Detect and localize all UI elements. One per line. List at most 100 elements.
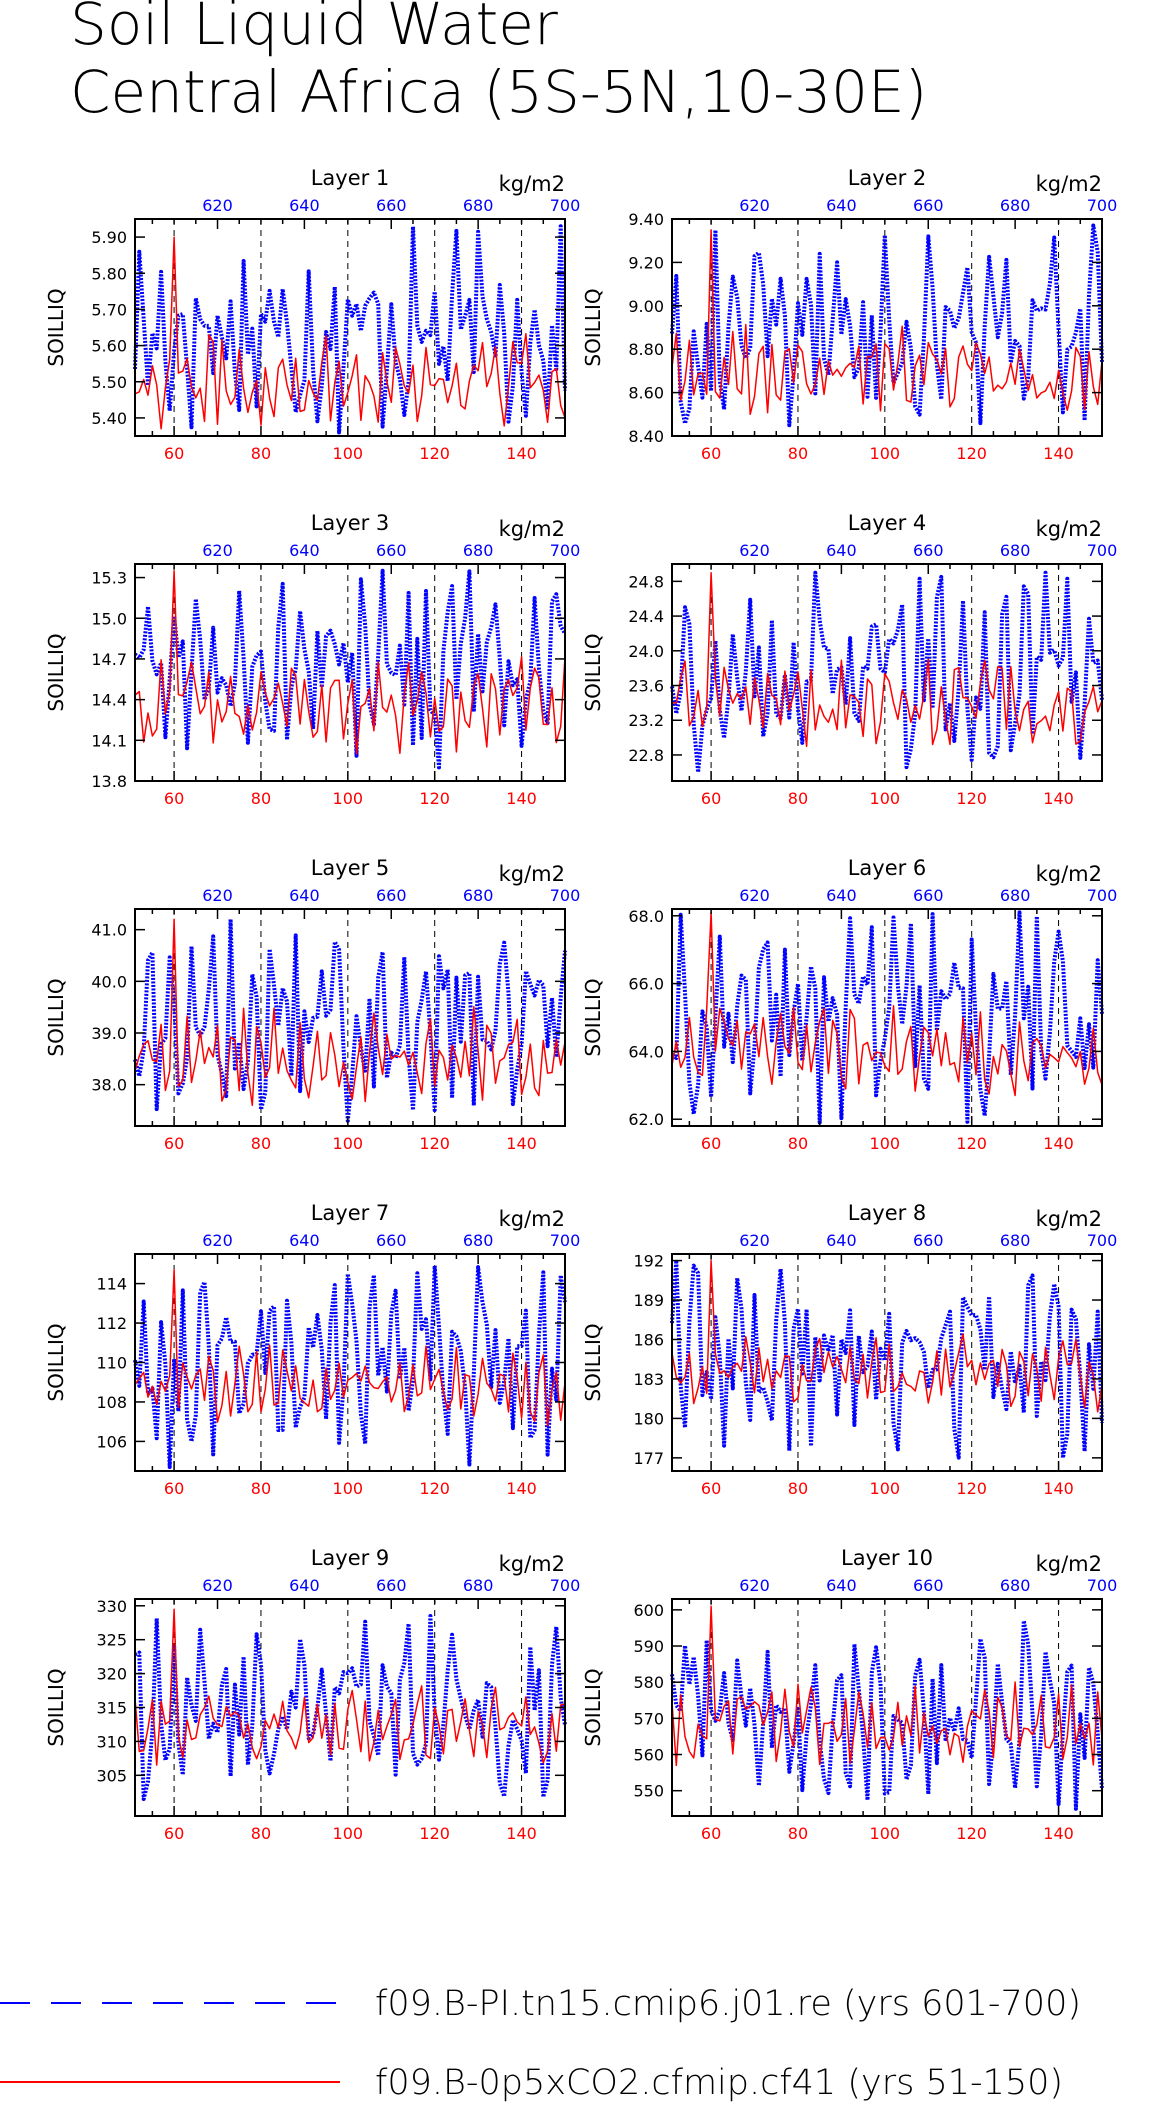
x-tick-label-bottom: 60 — [164, 789, 184, 808]
y-tick-label: 40.0 — [91, 972, 127, 991]
units-label: kg/m2 — [499, 862, 565, 886]
plot-frame — [671, 1598, 1103, 1817]
y-tick-label: 189 — [633, 1291, 664, 1310]
y-tick-label: 106 — [96, 1432, 127, 1451]
x-tick-label-bottom: 140 — [506, 1134, 537, 1153]
x-tick-label-bottom: 140 — [506, 789, 537, 808]
x-tick-label-bottom: 60 — [701, 1479, 721, 1498]
y-axis-label: SOILLIQ — [44, 978, 68, 1056]
y-axis-label: SOILLIQ — [44, 288, 68, 366]
plot-frame — [134, 218, 566, 437]
y-tick-label: 62.0 — [628, 1110, 664, 1129]
x-tick-label-top: 680 — [463, 886, 494, 905]
x-tick-label-bottom: 60 — [164, 444, 184, 463]
x-tick-label-bottom: 60 — [164, 1134, 184, 1153]
y-tick-label: 39.0 — [91, 1024, 127, 1043]
x-tick-label-bottom: 100 — [870, 789, 901, 808]
units-label: kg/m2 — [1036, 862, 1102, 886]
x-tick-label-bottom: 140 — [1043, 444, 1074, 463]
series-line-red — [134, 1269, 566, 1427]
y-tick-label: 177 — [633, 1449, 664, 1468]
y-tick-label: 183 — [633, 1370, 664, 1389]
x-tick-label-top: 620 — [202, 196, 233, 215]
x-tick-label-top: 700 — [1087, 1231, 1118, 1250]
x-tick-label-top: 700 — [1087, 886, 1118, 905]
y-tick-label: 24.4 — [628, 607, 664, 626]
y-tick-label: 325 — [96, 1631, 127, 1650]
y-axis-label: SOILLIQ — [581, 1323, 605, 1401]
series-line-red — [671, 229, 1103, 416]
y-axis-label: SOILLIQ — [44, 1323, 68, 1401]
series-line-blue — [670, 910, 1104, 1125]
x-tick-label-bottom: 80 — [788, 444, 808, 463]
y-tick-label: 14.4 — [91, 691, 127, 710]
y-axis-label: SOILLIQ — [44, 633, 68, 711]
x-tick-label-bottom: 120 — [419, 1824, 450, 1843]
y-tick-label: 66.0 — [628, 975, 664, 994]
series-line-blue — [670, 223, 1104, 428]
x-tick-label-bottom: 120 — [419, 444, 450, 463]
panel-title: Layer 2 — [848, 166, 927, 190]
x-tick-label-bottom: 120 — [956, 789, 987, 808]
x-tick-label-top: 620 — [739, 886, 770, 905]
series-line-blue — [133, 917, 567, 1123]
y-tick-label: 8.40 — [628, 427, 664, 446]
x-tick-label-bottom: 120 — [956, 1824, 987, 1843]
x-tick-label-top: 680 — [1000, 1576, 1031, 1595]
x-tick-label-top: 660 — [913, 886, 944, 905]
y-tick-label: 14.1 — [91, 731, 127, 750]
x-tick-label-bottom: 80 — [788, 1134, 808, 1153]
x-tick-label-top: 660 — [376, 1231, 407, 1250]
x-tick-label-top: 620 — [202, 541, 233, 560]
y-tick-label: 5.60 — [91, 337, 127, 356]
x-tick-label-bottom: 140 — [506, 1824, 537, 1843]
x-tick-label-bottom: 140 — [1043, 1479, 1074, 1498]
series-line-blue — [670, 1258, 1104, 1460]
y-tick-label: 580 — [633, 1673, 664, 1692]
y-axis-label: SOILLIQ — [581, 288, 605, 366]
series-line-red — [134, 918, 566, 1107]
x-tick-label-bottom: 80 — [788, 1479, 808, 1498]
x-tick-label-bottom: 100 — [870, 444, 901, 463]
y-tick-label: 15.3 — [91, 569, 127, 588]
x-tick-label-top: 640 — [826, 196, 857, 215]
plot-frame — [134, 1598, 566, 1817]
panel-2: Layer 2 kg/m2 SOILLIQ 8.40 8.60 8.80 9.00 9.20 9… — [581, 166, 1117, 463]
x-tick-label-top: 620 — [202, 1576, 233, 1595]
y-tick-label: 5.90 — [91, 228, 127, 247]
x-tick-label-bottom: 100 — [333, 1134, 364, 1153]
y-tick-label: 23.2 — [628, 711, 664, 730]
x-tick-label-bottom: 80 — [788, 789, 808, 808]
panel-10: Layer 10 kg/m2 SOILLIQ 550 560 570 580 590 600 60… — [581, 1546, 1117, 1843]
plot-frame — [134, 563, 566, 782]
x-tick-label-top: 640 — [289, 196, 320, 215]
x-tick-label-top: 640 — [826, 886, 857, 905]
y-tick-label: 114 — [96, 1275, 127, 1294]
x-tick-label-top: 700 — [1087, 1576, 1118, 1595]
y-tick-label: 108 — [96, 1393, 127, 1412]
y-tick-label: 64.0 — [628, 1042, 664, 1061]
x-tick-label-top: 680 — [463, 1231, 494, 1250]
plot-frame — [671, 908, 1103, 1127]
x-tick-label-top: 620 — [202, 1231, 233, 1250]
units-label: kg/m2 — [1036, 1207, 1102, 1231]
y-tick-label: 8.60 — [628, 384, 664, 403]
y-tick-label: 38.0 — [91, 1076, 127, 1095]
x-tick-label-top: 680 — [1000, 886, 1031, 905]
y-tick-label: 5.40 — [91, 409, 127, 428]
x-tick-label-bottom: 80 — [251, 444, 271, 463]
plot-frame — [671, 563, 1103, 782]
panel-5: Layer 5 kg/m2 SOILLIQ 38.0 39.0 40.0 41.0 60 80 1… — [44, 856, 580, 1153]
y-tick-label: 310 — [96, 1732, 127, 1751]
panel-7: Layer 7 kg/m2 SOILLIQ 106 108 110 112 114 60 80 10… — [44, 1201, 580, 1498]
y-tick-label: 315 — [96, 1699, 127, 1718]
y-tick-label: 22.8 — [628, 746, 664, 765]
x-tick-label-top: 620 — [739, 196, 770, 215]
series-line-red — [134, 236, 566, 430]
legend-label-red: f09.B-0p5xCO2.cfmip.cf41 (yrs 51-150) — [375, 2063, 1063, 2103]
plot-frame — [671, 1253, 1103, 1472]
x-tick-label-bottom: 120 — [419, 789, 450, 808]
y-tick-label: 23.6 — [628, 677, 664, 696]
y-tick-label: 330 — [96, 1597, 127, 1616]
y-tick-label: 5.80 — [91, 264, 127, 283]
